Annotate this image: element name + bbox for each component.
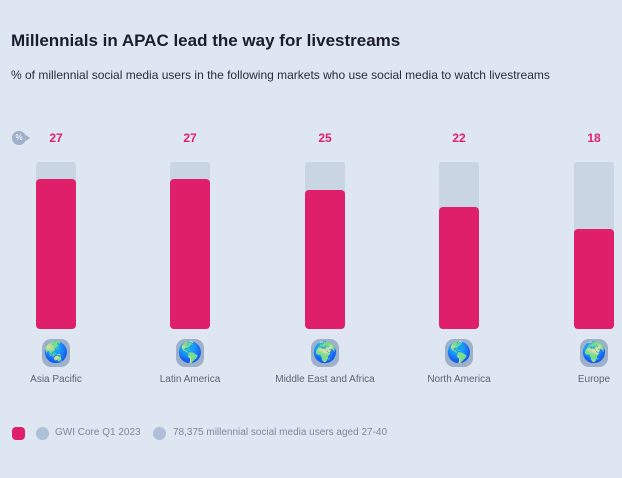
globe-icon: 🌏	[42, 339, 70, 367]
source-text: GWI Core Q1 2023	[55, 427, 141, 438]
sample-text: 78,375 millennial social media users age…	[173, 427, 388, 438]
brand-logo-icon	[12, 427, 25, 440]
globe-icon: 🌍	[580, 339, 608, 367]
bar	[574, 228, 614, 329]
percent-arrow-icon	[26, 135, 30, 141]
bar	[305, 189, 345, 329]
chart-title: Millennials in APAC lead the way for liv…	[11, 31, 401, 50]
bar	[170, 178, 210, 329]
globe-icon: 🌎	[176, 339, 204, 367]
category-label: Europe	[577, 374, 611, 385]
clock-icon	[36, 427, 49, 440]
bar	[439, 206, 479, 329]
globe-icon: 🌎	[445, 339, 473, 367]
bar	[36, 178, 76, 329]
bar-value-label: 22	[452, 131, 466, 145]
category-label: Middle East and Africa	[275, 374, 375, 385]
bar-value-label: 18	[587, 131, 601, 145]
users-icon	[153, 427, 166, 440]
category-label: North America	[427, 374, 491, 385]
percent-icon: %	[12, 131, 26, 145]
category-label: Asia Pacific	[30, 374, 82, 385]
bar-value-label: 25	[318, 131, 332, 145]
bar-value-label: 27	[49, 131, 63, 145]
chart-subtitle: % of millennial social media users in th…	[11, 68, 550, 82]
bar-value-label: 27	[183, 131, 197, 145]
globe-icon: 🌍	[311, 339, 339, 367]
category-label: Latin America	[159, 374, 221, 385]
